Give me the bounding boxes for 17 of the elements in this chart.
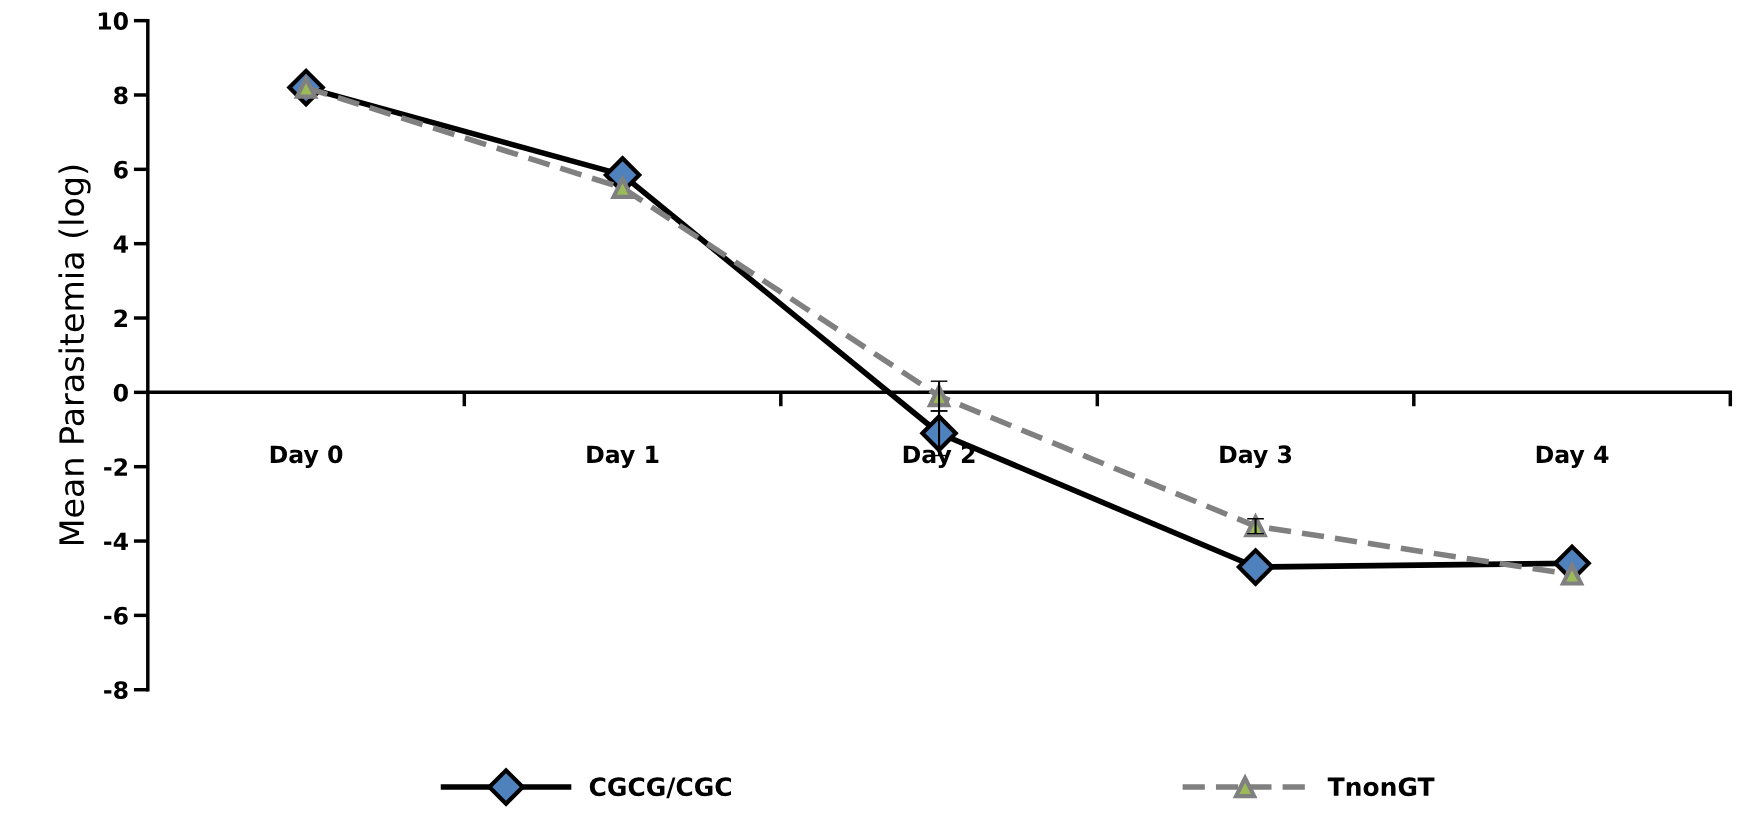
y-tick-label: 2 [114,309,128,327]
y-tick-label: -6 [104,606,128,625]
legend-label: TnonGT [1327,777,1435,797]
y-tick-label: 8 [114,86,128,105]
y-tick-label: -8 [104,681,128,700]
y-tick-label: -4 [104,532,128,550]
y-axis-title: Mean Parasitemia (log) [58,165,91,545]
legend-label: CGCG/CGC [589,777,732,799]
x-tick-label: Day 1 [587,445,659,468]
y-tick-label: 0 [113,383,128,402]
x-tick-label: Day 0 [270,445,343,468]
x-tick-label: Day 4 [1536,445,1609,468]
x-tick-label: Day 3 [1220,445,1292,468]
y-tick-label: 10 [98,12,128,30]
y-tick-label: 4 [113,235,128,253]
y-tick-label: 6 [114,160,128,179]
y-tick-label: -2 [104,458,128,476]
